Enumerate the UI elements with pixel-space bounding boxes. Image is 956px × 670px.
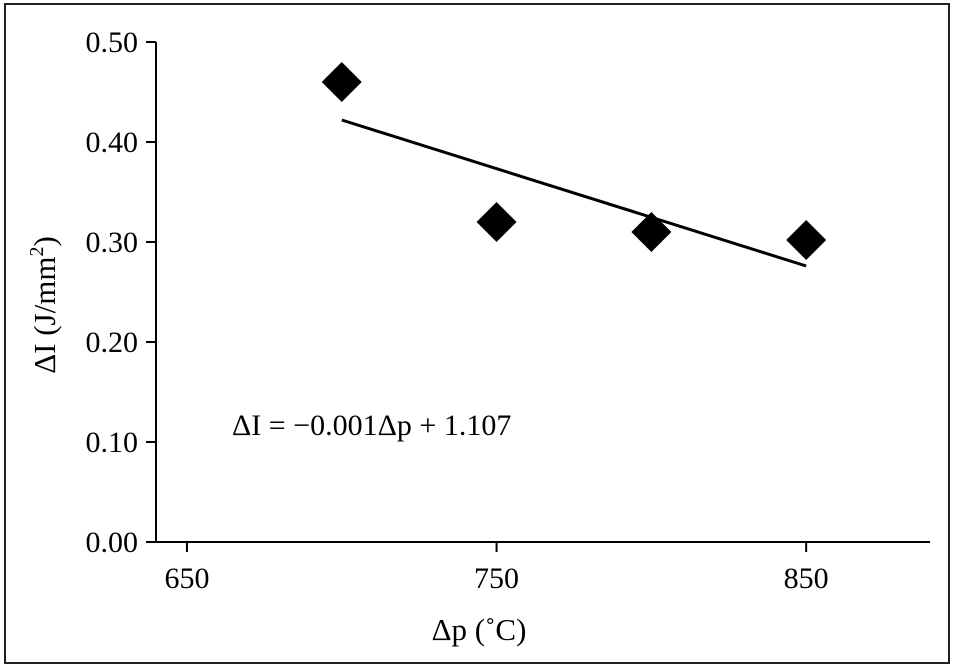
x-ticks: 650 750 850 [164,542,829,595]
data-points [321,62,827,260]
data-point [321,62,362,102]
y-axis-title-close: ) [27,236,62,246]
chart-frame [4,3,950,664]
y-axis-title-main: ΔI (J/mm [27,257,62,374]
y-tick-label: 0.50 [86,26,139,59]
y-tick-label: 0.30 [86,226,139,259]
y-ticks: 0.00 0.10 0.20 0.30 0.40 0.50 [86,26,156,559]
x-tick-label: 650 [164,562,209,595]
y-tick-label: 0.20 [86,326,139,359]
x-axis-title: Δp (˚C) [432,612,527,647]
x-tick-label: 750 [474,562,519,595]
data-point [476,202,517,242]
y-tick-label: 0.40 [86,126,139,159]
trend-line [341,118,807,268]
y-axis-title: ΔI (J/mm2) [26,236,62,374]
y-tick-label: 0.10 [86,426,139,459]
regression-equation: ΔI = −0.001Δp + 1.107 [232,409,511,442]
y-tick-label: 0.00 [86,526,139,559]
y-axis-title-superscript: 2 [26,247,48,257]
axes [155,42,930,543]
x-tick-label: 850 [784,562,829,595]
data-point [786,220,827,260]
data-point [631,212,672,252]
